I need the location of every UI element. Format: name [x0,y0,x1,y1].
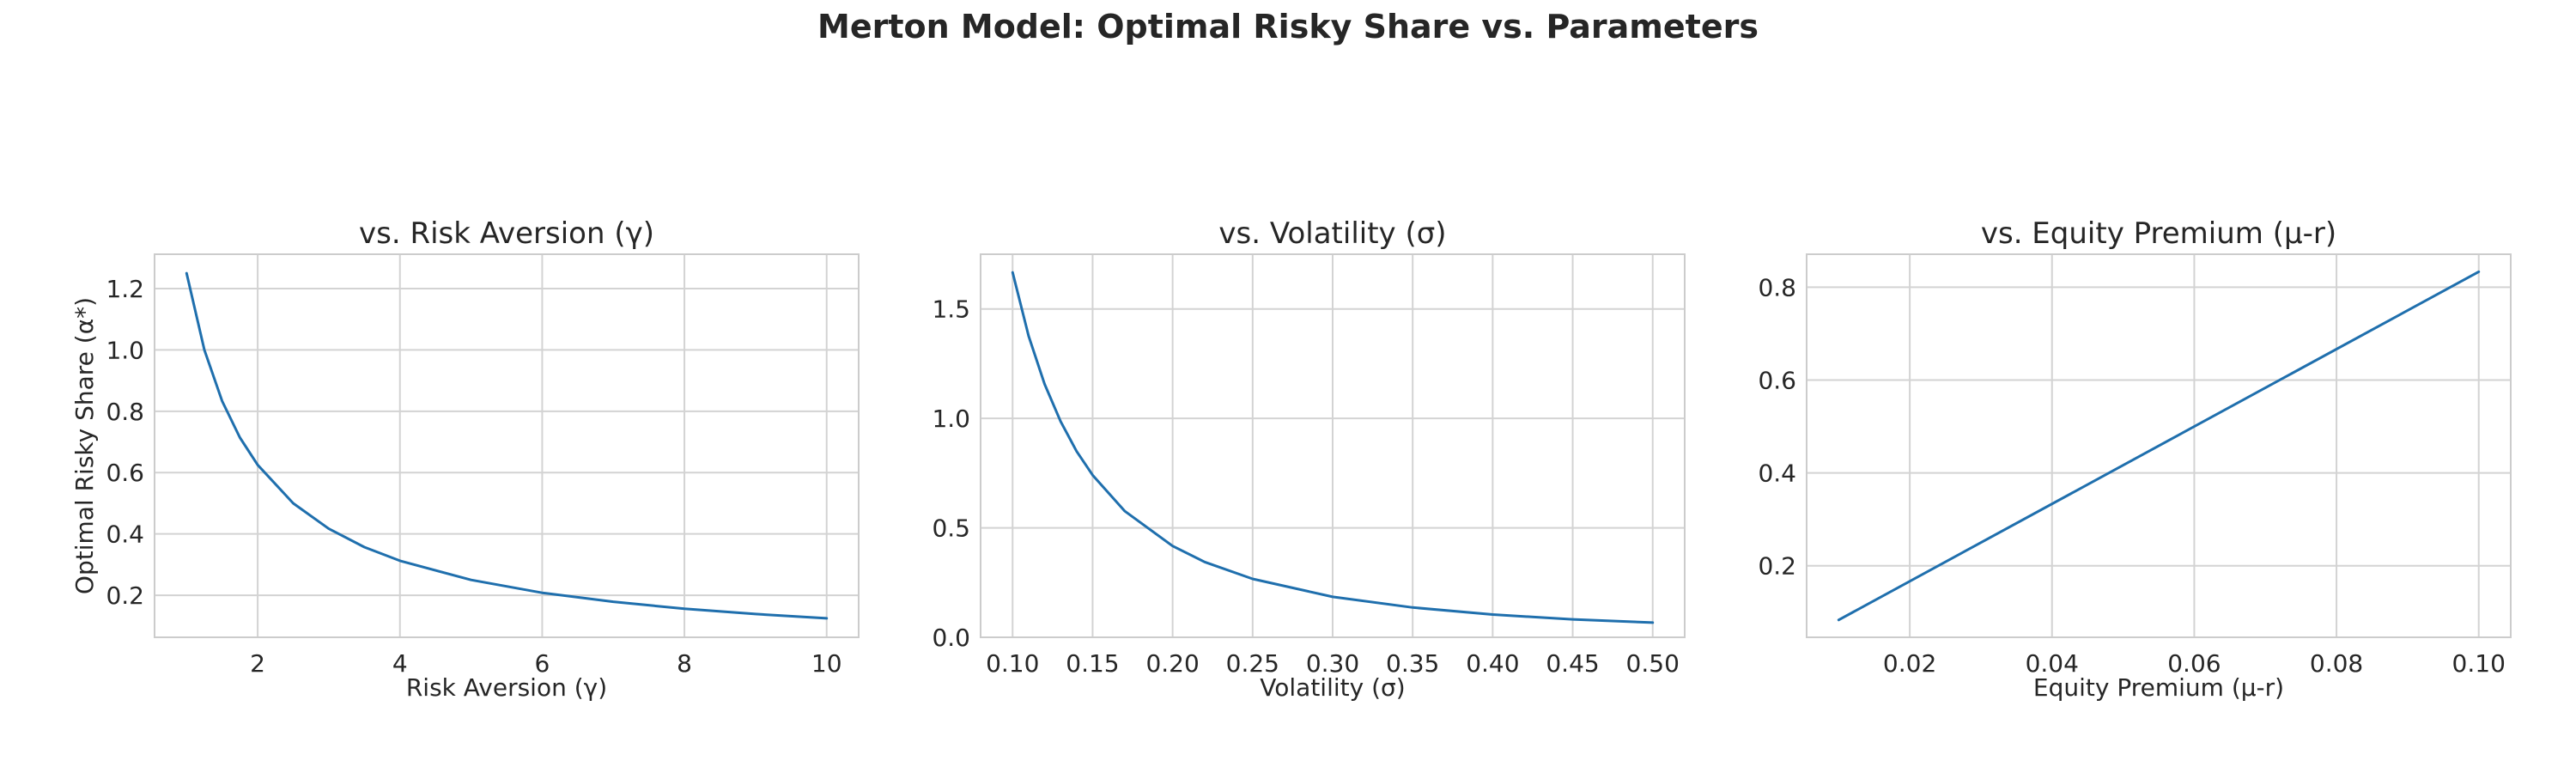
x-tick-label: 0.25 [1226,649,1279,678]
x-tick-label: 0.50 [1626,649,1680,678]
panel-title: vs. Equity Premium (μ-r) [1981,216,2336,251]
x-tick-label: 8 [677,649,692,678]
series-line [1837,270,2481,622]
panel-risk-aversion: vs. Risk Aversion (γ) Risk Aversion (γ) … [70,216,860,702]
y-tick-label: 0.2 [1758,552,1796,581]
y-tick-label: 1.5 [932,295,970,324]
x-tick-label: 0.30 [1306,649,1359,678]
x-tick-label: 0.45 [1546,649,1599,678]
panel-volatility: vs. Volatility (σ) Volatility (σ) 0.10 0.… [932,216,1686,702]
y-tick-label: 0.8 [1758,273,1796,301]
x-tick-label: 2 [250,649,265,678]
y-tick-label: 0.4 [106,520,144,549]
x-tick-label: 0.40 [1466,649,1519,678]
x-tick-label: 0.02 [1883,649,1936,678]
panel-title: vs. Volatility (σ) [1218,216,1446,251]
series-line [185,271,829,620]
x-tick-label: 0.15 [1066,649,1119,678]
x-tick-label: 0.10 [2452,649,2506,678]
x-axis-label: Equity Premium (μ-r) [2033,673,2284,702]
grid [155,254,859,637]
x-tick-label: 0.35 [1386,649,1439,678]
y-tick-label: 1.0 [106,336,144,364]
x-tick-label: 10 [811,649,842,678]
x-tick-label: 0.04 [2026,649,2079,678]
y-tick-label: 0.8 [106,398,144,426]
y-tick-label: 0.0 [932,624,970,652]
plot-frame [154,253,860,638]
x-tick-label: 0.06 [2167,649,2221,678]
x-axis-label: Volatility (σ) [1260,673,1405,702]
y-tick-label: 0.6 [1758,367,1796,395]
x-tick-label: 0.08 [2310,649,2363,678]
y-tick-label: 1.2 [106,275,144,303]
y-axis-label: Optimal Risky Share (α*) [70,297,99,594]
y-tick-label: 0.6 [106,459,144,487]
x-tick-label: 4 [392,649,408,678]
figure-title: Merton Model: Optimal Risky Share vs. Pa… [817,8,1759,46]
panel-equity-premium: vs. Equity Premium (μ-r) Equity Premium … [1758,216,2512,702]
y-tick-label: 0.5 [932,514,970,543]
plot-frame [980,253,1686,638]
plot-frame [1806,253,2512,638]
y-tick-label: 0.4 [1758,460,1796,488]
x-axis-label: Risk Aversion (γ) [406,673,607,702]
panel-title: vs. Risk Aversion (γ) [359,216,654,251]
x-tick-label: 6 [535,649,550,678]
x-tick-label: 0.20 [1145,649,1199,678]
series-line [1011,271,1655,624]
y-tick-label: 0.2 [106,581,144,610]
x-tick-label: 0.10 [986,649,1039,678]
y-tick-label: 1.0 [932,405,970,433]
grid [981,254,1685,638]
grid [1807,254,2511,637]
